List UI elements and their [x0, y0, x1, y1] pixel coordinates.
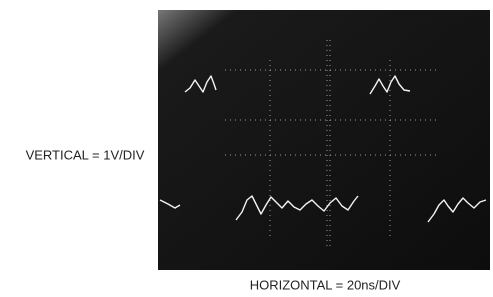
vertical-scale-label: VERTICAL = 1V/DIV: [26, 147, 145, 162]
scope-screen: [158, 10, 490, 270]
page: VERTICAL = 1V/DIV HORIZONTAL = 20ns/DIV …: [0, 0, 493, 297]
horizontal-scale-label: HORIZONTAL = 20ns/DIV: [250, 277, 401, 292]
figure: VERTICAL = 1V/DIV HORIZONTAL = 20ns/DIV: [0, 0, 493, 297]
